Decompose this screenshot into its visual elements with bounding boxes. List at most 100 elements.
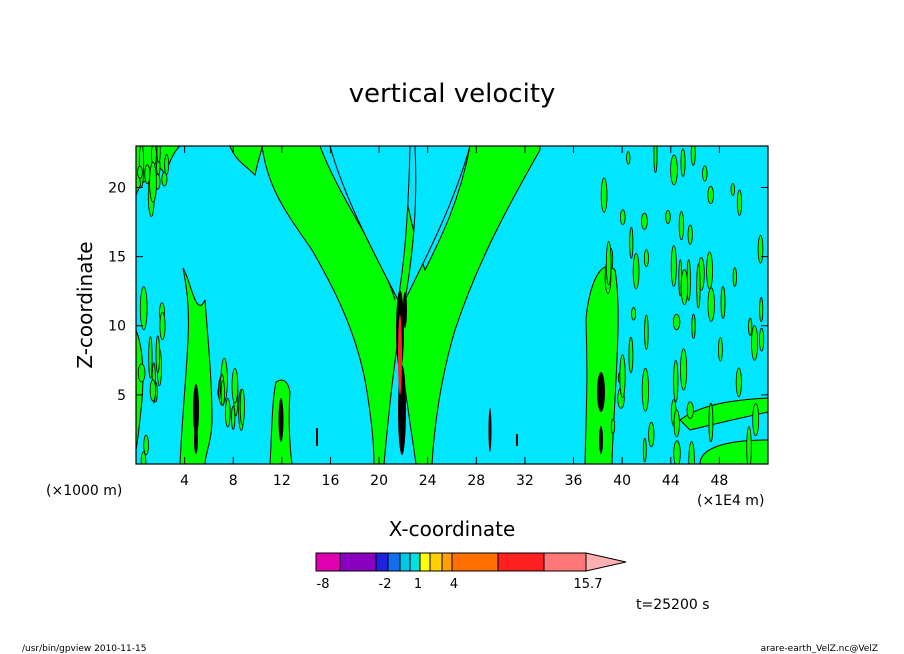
contour-streak: [730, 183, 735, 196]
contour-streak: [688, 441, 695, 464]
top-left-green-2: [229, 146, 263, 177]
contour-streak: [680, 148, 686, 177]
y-tick-label: 10: [108, 319, 126, 335]
plot-frame: [135, 145, 769, 465]
colorbar-segment: [339, 552, 377, 572]
contour-streak: [140, 451, 147, 464]
contour-streak: [138, 146, 145, 187]
contour-streak: [149, 379, 157, 402]
colorbar-labels: -8 -2 1 4 15.7: [317, 577, 603, 592]
colorbar-segment: [315, 552, 341, 572]
colorbar-segment: [441, 552, 453, 572]
contour-streak: [231, 405, 236, 430]
contour-streak: [641, 212, 648, 230]
x-tick-label: 44: [662, 473, 680, 489]
y-tick-label: 5: [117, 388, 126, 404]
contour-streak: [673, 359, 679, 403]
contour-streak: [718, 337, 723, 362]
x-tick-label: 24: [419, 473, 437, 489]
contour-streak: [748, 317, 753, 336]
contour-streak: [707, 287, 715, 322]
contour-streak: [155, 335, 160, 374]
contour-streak: [144, 164, 151, 185]
contour-streak: [680, 269, 689, 306]
y-tick-label: 20: [108, 180, 126, 196]
contour-streak: [691, 313, 696, 339]
contour-streak: [644, 314, 649, 350]
x-tick-label: 40: [613, 473, 631, 489]
footer-right: arare-earth_VelZ.nc@VelZ: [761, 644, 878, 654]
x-tick-label: 12: [273, 473, 291, 489]
contour-streak: [143, 434, 149, 456]
colorbar-label: -2: [379, 577, 392, 592]
contour-streak: [746, 426, 752, 464]
contour-streak: [600, 177, 608, 213]
contour-streak: [642, 437, 647, 463]
contour-streak: [231, 368, 239, 404]
contour-streak: [149, 161, 157, 203]
contour-streak: [653, 146, 658, 173]
contour-streak: [626, 151, 631, 165]
contour-plot: [136, 146, 768, 464]
contour-streak: [148, 336, 153, 379]
x-unit-left: (×1000 m): [46, 483, 122, 499]
colorbar-segment: [543, 552, 587, 572]
contour-streak: [672, 313, 681, 331]
contour-streak: [641, 367, 650, 412]
contour-streak: [686, 401, 694, 419]
colorbar-label: 15.7: [574, 577, 603, 592]
x-tick-label: 48: [710, 473, 728, 489]
colorbar-label: -8: [317, 577, 330, 592]
contour-streak: [720, 286, 726, 319]
y-axis: 5 10 15 20: [108, 180, 768, 404]
x-tick-label: 4: [180, 473, 189, 489]
colorbar-label: 4: [450, 577, 458, 592]
contour-streak: [759, 296, 764, 323]
contour-streak: [680, 348, 688, 391]
colorbar-label: 1: [414, 577, 422, 592]
contour-streak: [673, 440, 681, 464]
far-left-green: [136, 329, 144, 451]
x-tick-label: 8: [229, 473, 238, 489]
contour-streak: [628, 336, 634, 374]
contour-streak: [619, 209, 626, 226]
contour-streak: [665, 210, 671, 224]
colorbar-extend-arrow: [585, 552, 627, 572]
contour-streak: [706, 251, 713, 290]
contour-streak: [752, 402, 760, 437]
contour-streak: [673, 409, 680, 438]
contour-streak: [137, 165, 143, 179]
contour-streak: [610, 418, 616, 434]
x-tick-label: 36: [565, 473, 583, 489]
contour-streak: [605, 241, 612, 286]
updraft-38-green: [584, 266, 619, 464]
small-cell-streaks: [137, 146, 765, 464]
contour-streak: [632, 253, 640, 290]
contour-streak: [735, 367, 742, 398]
contour-streak: [629, 226, 634, 259]
colorbar-segment: [451, 552, 499, 572]
colorbar-segment: [399, 552, 411, 572]
contour-streak: [139, 286, 148, 331]
updraft-cores: [193, 290, 605, 455]
contour-streak: [670, 244, 677, 287]
x-tick-label: 32: [516, 473, 534, 489]
contour-streak: [687, 224, 693, 245]
contour-streak: [220, 380, 225, 407]
y-tick-label: 15: [108, 250, 126, 266]
contour-streak: [707, 185, 714, 205]
contour-streak: [758, 327, 765, 352]
x-unit-right: (×1E4 m): [697, 493, 764, 509]
contour-streak: [670, 154, 678, 186]
x-tick-label: 20: [370, 473, 388, 489]
contour-streak: [151, 146, 157, 166]
colorbar-segment: [419, 552, 431, 572]
contour-streak: [690, 146, 696, 166]
colorbar: [315, 552, 627, 572]
contour-streak: [751, 325, 759, 361]
contour-streak: [137, 363, 146, 383]
contour-streak: [239, 388, 245, 426]
contour-streak: [631, 307, 637, 321]
contour-streak: [757, 235, 764, 264]
